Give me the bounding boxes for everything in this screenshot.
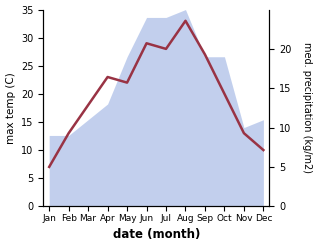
X-axis label: date (month): date (month) [113,228,200,242]
Y-axis label: med. precipitation (kg/m2): med. precipitation (kg/m2) [302,42,313,173]
Y-axis label: max temp (C): max temp (C) [5,72,16,144]
